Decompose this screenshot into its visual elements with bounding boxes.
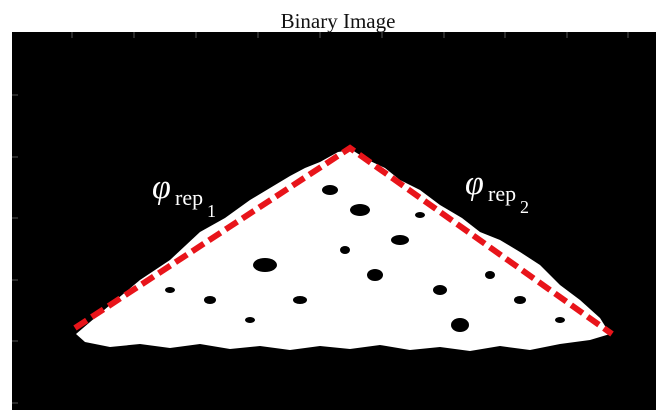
- subscript: rep: [175, 185, 203, 210]
- phi-symbol: φ: [465, 165, 484, 202]
- subscript: rep: [488, 181, 516, 206]
- title: Binary Image: [281, 9, 396, 33]
- page: Binary Image φ rep 1 φ rep 2 (() => { co…: [0, 0, 656, 410]
- index: 1: [207, 201, 216, 221]
- phi-symbol: φ: [152, 169, 171, 206]
- figure: Binary Image φ rep 1 φ rep 2: [0, 0, 656, 410]
- index: 2: [520, 197, 529, 217]
